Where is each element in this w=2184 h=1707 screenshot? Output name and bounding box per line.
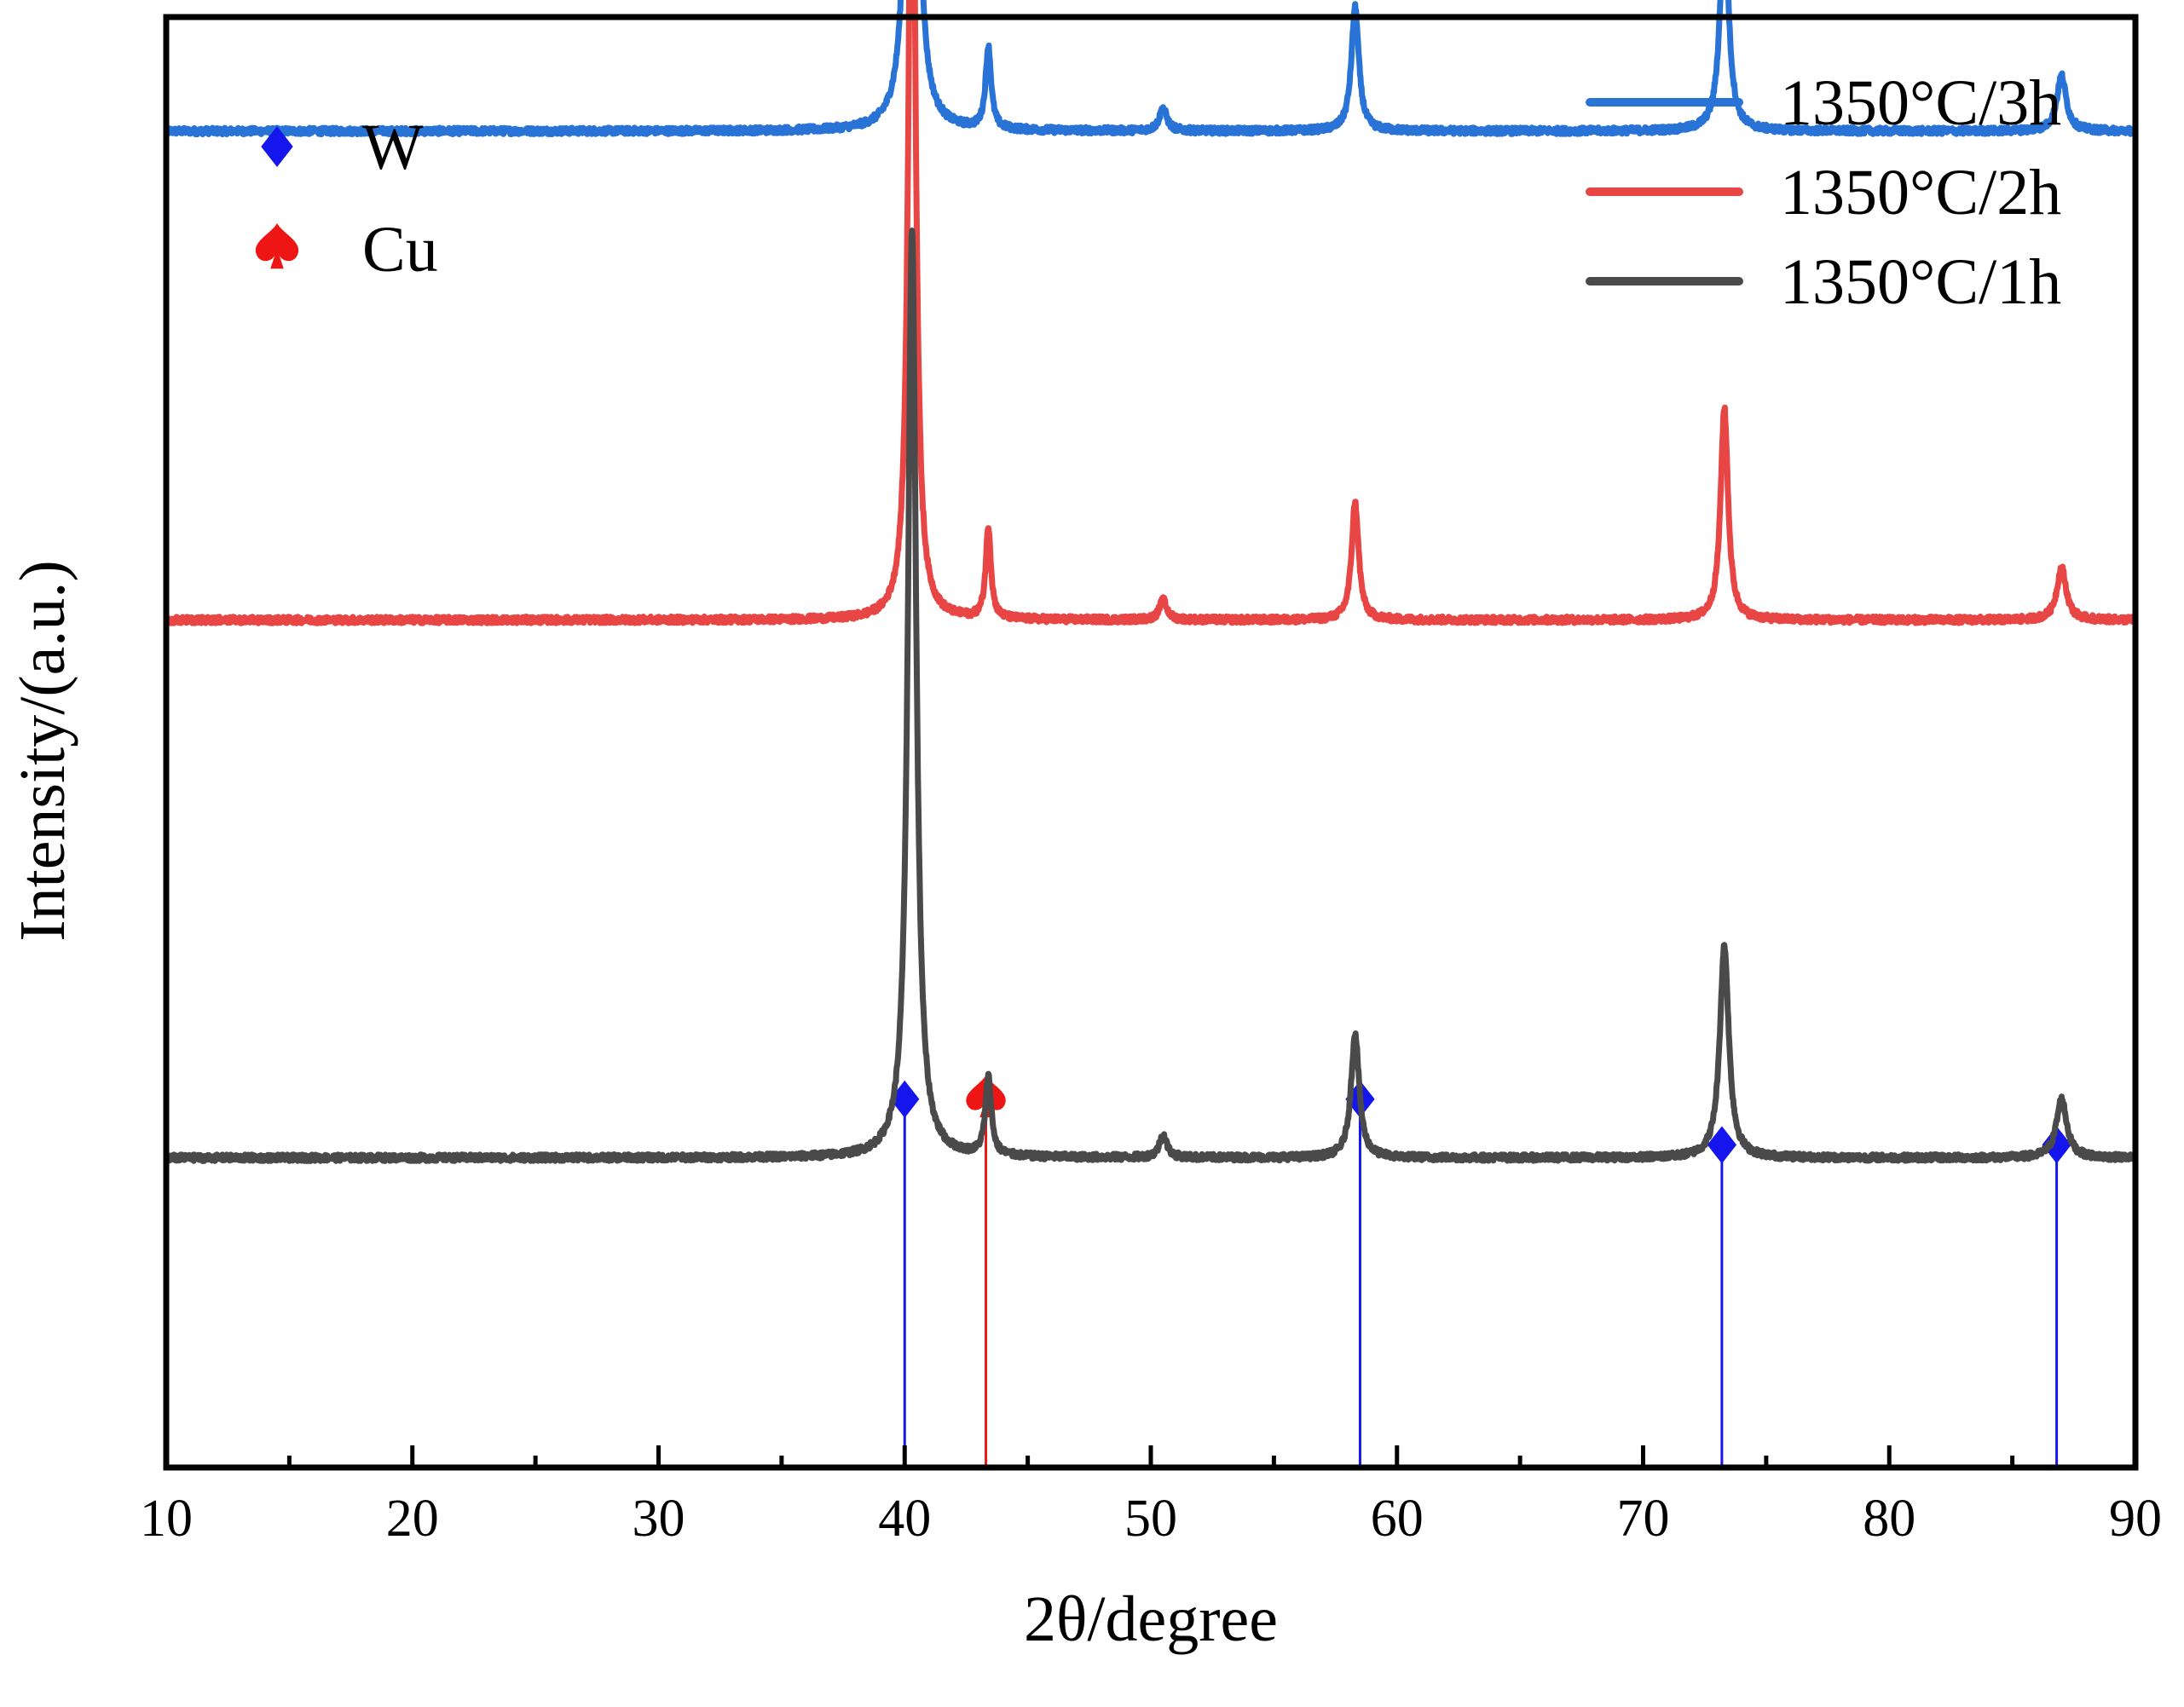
x-tick-label: 20 [386, 1490, 439, 1548]
x-tick-label: 90 [2109, 1490, 2162, 1548]
x-axis-tick-labels: 10 20 30 40 50 60 70 80 90 [140, 1490, 2162, 1548]
x-tick-label: 70 [1617, 1490, 1670, 1548]
legend-label: 1350°C/3h [1780, 67, 2061, 139]
x-tick-label: 10 [140, 1490, 193, 1548]
x-tick-label: 40 [878, 1490, 931, 1548]
w-diamond-marker [2042, 1126, 2071, 1164]
x-tick-label: 30 [633, 1490, 685, 1548]
series-line [163, 0, 2139, 138]
phase-legend-label: Cu [362, 214, 438, 285]
cu-legend-spade-icon [255, 223, 299, 269]
series-lines [163, 0, 2139, 1164]
phase-legend-label: W [362, 112, 424, 183]
series-legend: 1350°C/3h 1350°C/2h 1350°C/1h [1586, 67, 2061, 318]
phase-legend: W Cu [255, 112, 438, 285]
x-tick-label: 50 [1124, 1490, 1177, 1548]
x-axis-title: 2θ/degree [1024, 1583, 1278, 1655]
series-line [163, 228, 2139, 1164]
w-diamond-marker [1707, 1126, 1737, 1164]
plot-frame [163, 14, 2139, 1471]
x-tick-label: 80 [1863, 1490, 1915, 1548]
legend-label: 1350°C/1h [1780, 246, 2061, 318]
y-axis-title: Intensity/(a.u.) [7, 560, 78, 941]
legend-label: 1350°C/2h [1780, 157, 2061, 228]
w-legend-diamond-icon [261, 126, 293, 167]
reference-lines [890, 1075, 2071, 1468]
series-line [164, 0, 2139, 626]
w-diamond-marker [890, 1080, 920, 1118]
x-axis-ticks [164, 1445, 2138, 1468]
x-tick-label: 60 [1371, 1490, 1424, 1548]
